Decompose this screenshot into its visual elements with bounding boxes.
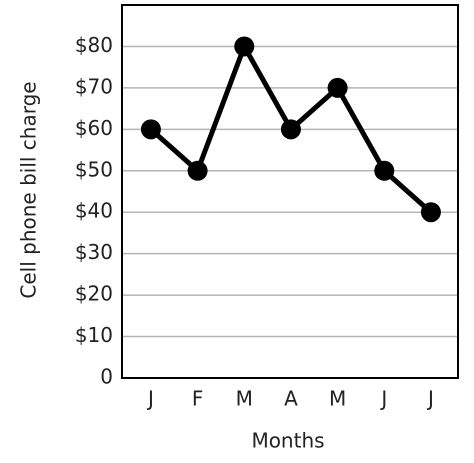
x-tick-label: F [192, 387, 204, 411]
x-tick-label: M [236, 387, 253, 411]
y-axis-label: Cell phone bill charge [17, 81, 41, 298]
x-tick-label: J [146, 387, 154, 411]
point [327, 77, 348, 98]
y-tick-label: $80 [75, 33, 113, 57]
y-tick-label: $50 [75, 157, 113, 181]
point [280, 119, 301, 140]
x-tick-label: J [379, 387, 387, 411]
point [420, 202, 441, 223]
plot-frame [121, 4, 459, 379]
point [374, 160, 395, 181]
y-tick-label: $10 [75, 323, 113, 347]
point [234, 36, 255, 57]
x-tick-label: M [329, 387, 346, 411]
y-tick-label: 0 [100, 365, 113, 389]
y-tick-label: $70 [75, 74, 113, 98]
x-axis-label: Months [251, 429, 324, 453]
y-tick-label: $40 [75, 199, 113, 223]
y-tick-label: $60 [75, 116, 113, 140]
x-tick-label: J [426, 387, 434, 411]
point [140, 119, 161, 140]
x-tick-label: A [284, 387, 298, 411]
point [187, 160, 208, 181]
y-tick-label: $20 [75, 282, 113, 306]
y-tick-label: $30 [75, 240, 113, 264]
